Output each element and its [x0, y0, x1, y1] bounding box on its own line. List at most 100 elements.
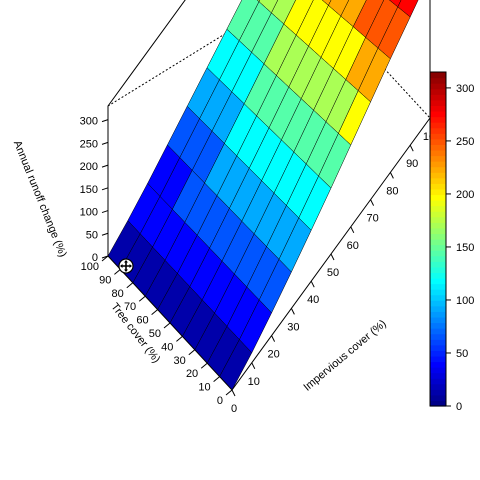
colorbar-tick-label: 50: [456, 348, 468, 360]
impervious-cover-tick: [231, 389, 236, 397]
colorbar-segment: [430, 289, 446, 296]
tree-cover-tick: [101, 255, 109, 262]
colorbar: 0 50 100 150 200 250 300: [429, 71, 474, 413]
z-tick-label: 50: [86, 229, 98, 241]
colorbar-segment: [430, 133, 446, 140]
colorbar-segment: [430, 383, 446, 390]
tree-cover-tick-label: 0: [217, 395, 223, 407]
colorbar-tick-label: 150: [456, 242, 474, 254]
colorbar-segment: [430, 222, 446, 229]
colorbar-segment: [430, 227, 446, 235]
impervious-cover-tick-label: 80: [386, 185, 398, 197]
colorbar-tick-label: 250: [456, 136, 474, 148]
impervious-cover-tick: [310, 280, 315, 288]
colorbar-segment: [430, 216, 446, 223]
tree-cover-tick: [163, 322, 171, 329]
colorbar-tick-label: 200: [456, 189, 474, 201]
colorbar-segment: [430, 205, 446, 212]
z-axis: 0 50 100 150 200 250 300: [80, 116, 109, 264]
colorbar-segment: [430, 244, 446, 251]
impervious-cover-tick: [389, 172, 394, 179]
impervious-cover-tick-label: 0: [231, 403, 237, 415]
tree-cover-tick-label: 50: [149, 328, 161, 340]
colorbar-segment: [430, 99, 446, 106]
z-tick-label: 300: [80, 116, 98, 128]
tree-cover-tick: [200, 362, 208, 369]
colorbar-segment: [430, 372, 446, 379]
tree-cover-tick: [188, 349, 196, 356]
x-axis-label: Impervious cover (%): [301, 318, 388, 394]
impervious-cover-tick-label: 50: [327, 267, 339, 279]
colorbar-segment: [430, 294, 446, 301]
impervious-cover-tick: [370, 199, 375, 206]
impervious-cover-tick-label: 10: [248, 376, 260, 388]
colorbar-segment: [430, 122, 446, 129]
colorbar-segment: [430, 177, 446, 184]
colorbar-segment: [430, 127, 446, 134]
tree-cover-tick-label: 90: [99, 274, 111, 286]
colorbar-segment: [430, 83, 446, 90]
colorbar-segment: [430, 233, 446, 240]
colorbar-segment: [430, 355, 446, 363]
colorbar-segment: [430, 188, 446, 196]
z-tick: [101, 119, 109, 123]
colorbar-tick-label: 300: [456, 83, 474, 95]
surface-mesh: [107, 0, 419, 391]
colorbar-segment: [430, 116, 446, 123]
z-axis-label: Annual runoff change (%): [11, 139, 69, 259]
colorbar-segment: [430, 333, 446, 340]
tree-cover-tick-label: 80: [112, 288, 124, 300]
colorbar-segment: [430, 378, 446, 385]
colorbar-segment: [430, 239, 446, 246]
colorbar-segment: [430, 344, 446, 351]
colorbar-segment: [430, 94, 446, 101]
impervious-cover-tick: [271, 335, 276, 342]
colorbar-segment: [430, 394, 446, 402]
colorbar-segment: [430, 389, 446, 396]
tree-cover-tick-label: 10: [198, 382, 210, 394]
impervious-cover-tick: [350, 226, 355, 234]
colorbar-segment: [430, 255, 446, 262]
impervious-cover-tick: [290, 308, 295, 315]
tree-cover-tick: [213, 376, 220, 382]
z-tick-label: 150: [80, 184, 98, 196]
colorbar-segment: [430, 328, 446, 335]
colorbar-segment: [430, 277, 446, 285]
colorbar-segment: [430, 266, 446, 273]
colorbar-segment: [430, 161, 446, 168]
colorbar-tick-label: 0: [456, 401, 462, 413]
tree-cover-tick: [151, 309, 158, 315]
colorbar-segment: [430, 110, 446, 118]
z-tick: [101, 164, 109, 168]
tree-cover-tick: [126, 282, 134, 289]
colorbar-segment: [430, 305, 446, 312]
impervious-cover-tick: [251, 362, 256, 370]
colorbar-segment: [430, 339, 446, 346]
tree-cover-tick-label: 60: [136, 315, 148, 327]
z-tick: [101, 232, 109, 236]
colorbar-segment: [430, 105, 446, 112]
colorbar-segment: [430, 211, 446, 218]
colorbar-segment: [430, 367, 446, 374]
z-tick: [101, 210, 109, 214]
colorbar-segment: [430, 172, 446, 179]
colorbar-segment: [430, 194, 446, 201]
tree-cover-tick-label: 70: [124, 301, 136, 313]
z-tick: [101, 141, 109, 145]
z-tick-label: 0: [92, 252, 98, 264]
colorbar-segment: [430, 144, 446, 151]
impervious-cover-tick-label: 90: [406, 158, 418, 170]
z-tick-label: 100: [80, 207, 98, 219]
impervious-cover-tick-label: 40: [307, 294, 319, 306]
colorbar-segment: [430, 77, 446, 84]
colorbar-segment: [430, 400, 446, 407]
colorbar-segment: [430, 166, 446, 173]
tree-cover-tick-label: 40: [161, 341, 173, 353]
colorbar-segment: [430, 316, 446, 324]
colorbar-segment: [430, 300, 446, 307]
move-cursor-icon[interactable]: [118, 258, 134, 274]
impervious-cover-tick-label: 60: [347, 240, 359, 252]
